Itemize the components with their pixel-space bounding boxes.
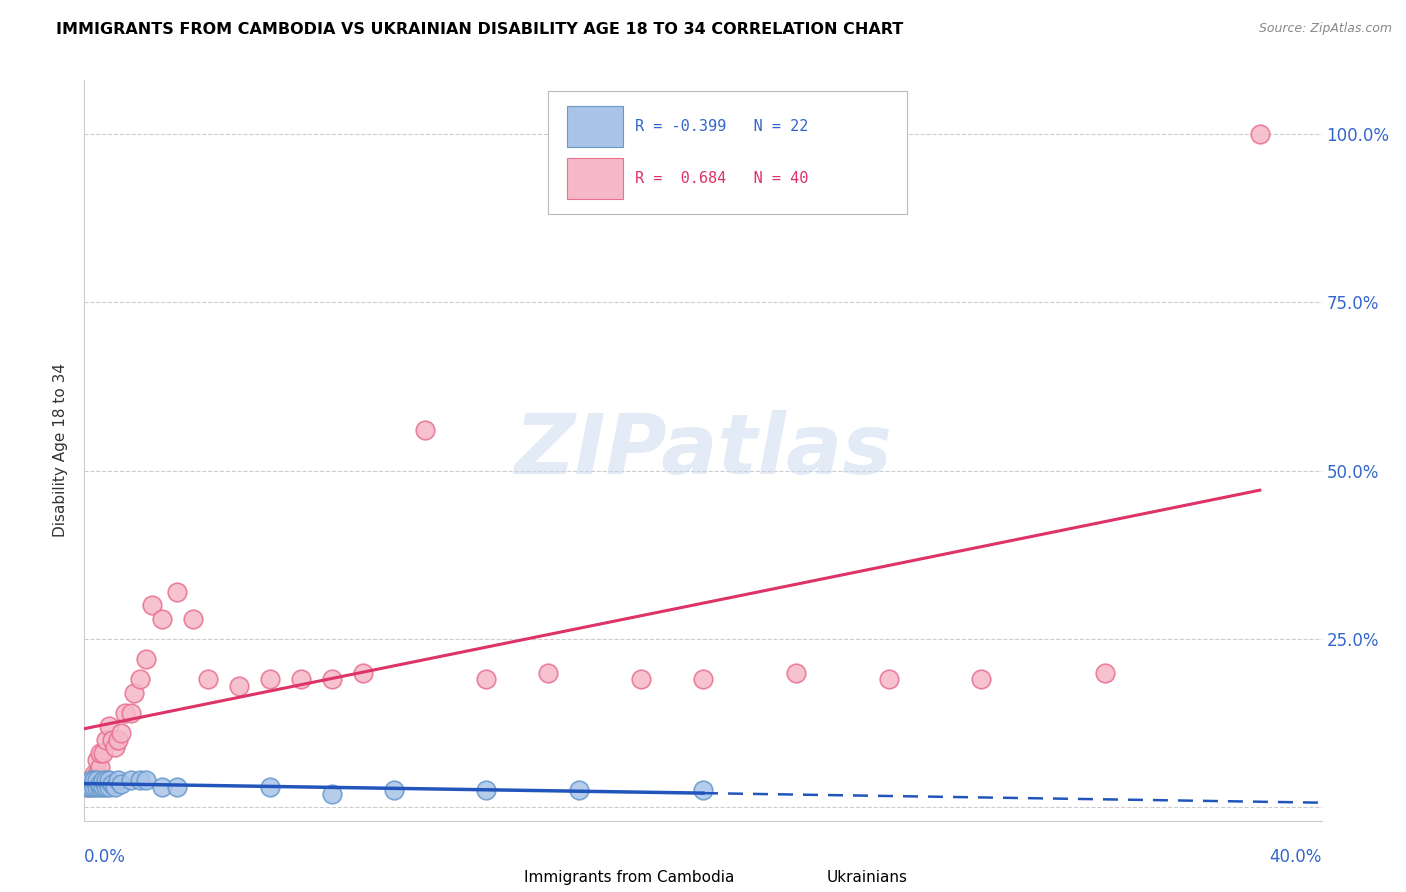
Point	[413, 423, 436, 437]
Point	[94, 780, 117, 794]
Point	[537, 665, 560, 680]
Point	[120, 706, 142, 720]
Text: R = -0.399   N = 22: R = -0.399 N = 22	[636, 119, 808, 134]
Text: 0.0%: 0.0%	[84, 847, 127, 865]
Point	[94, 732, 117, 747]
Point	[352, 665, 374, 680]
Point	[89, 780, 111, 794]
Y-axis label: Disability Age 18 to 34: Disability Age 18 to 34	[53, 363, 69, 538]
Point	[475, 783, 498, 797]
Point	[91, 780, 114, 794]
FancyBboxPatch shape	[780, 863, 818, 892]
Point	[321, 787, 343, 801]
Point	[110, 776, 132, 791]
Point	[101, 732, 124, 747]
Point	[321, 673, 343, 687]
Point	[122, 686, 145, 700]
Point	[89, 776, 111, 791]
Text: ZIPatlas: ZIPatlas	[515, 410, 891, 491]
Point	[1094, 665, 1116, 680]
Point	[970, 673, 993, 687]
Point	[101, 776, 124, 791]
Point	[692, 673, 714, 687]
Point	[98, 780, 121, 794]
Point	[877, 673, 900, 687]
Point	[110, 726, 132, 740]
Point	[382, 783, 405, 797]
Point	[107, 773, 129, 788]
Point	[785, 665, 807, 680]
Point	[259, 780, 281, 794]
Point	[150, 612, 173, 626]
Point	[86, 766, 108, 780]
Point	[89, 760, 111, 774]
Point	[83, 780, 105, 794]
Text: Immigrants from Cambodia: Immigrants from Cambodia	[523, 871, 734, 885]
Point	[98, 773, 121, 788]
Point	[692, 783, 714, 797]
Point	[135, 652, 157, 666]
Point	[197, 673, 219, 687]
Point	[104, 780, 127, 794]
Point	[86, 753, 108, 767]
Point	[141, 599, 163, 613]
Text: Source: ZipAtlas.com: Source: ZipAtlas.com	[1258, 22, 1392, 36]
Point	[104, 739, 127, 754]
Point	[79, 780, 101, 794]
Point	[107, 732, 129, 747]
Point	[79, 780, 101, 794]
Point	[166, 584, 188, 599]
Text: R =  0.684   N = 40: R = 0.684 N = 40	[636, 170, 808, 186]
Point	[135, 773, 157, 788]
Point	[259, 673, 281, 687]
Point	[91, 747, 114, 761]
Point	[98, 719, 121, 733]
Point	[83, 773, 105, 788]
Text: 40.0%: 40.0%	[1270, 847, 1322, 865]
FancyBboxPatch shape	[477, 863, 515, 892]
Point	[86, 780, 108, 794]
Text: Ukrainians: Ukrainians	[827, 871, 908, 885]
Text: IMMIGRANTS FROM CAMBODIA VS UKRAINIAN DISABILITY AGE 18 TO 34 CORRELATION CHART: IMMIGRANTS FROM CAMBODIA VS UKRAINIAN DI…	[56, 22, 904, 37]
Point	[568, 783, 591, 797]
Point	[89, 747, 111, 761]
Point	[166, 780, 188, 794]
Point	[86, 773, 108, 788]
Point	[129, 773, 152, 788]
Point	[150, 780, 173, 794]
Point	[290, 673, 312, 687]
FancyBboxPatch shape	[567, 158, 623, 199]
Point	[630, 673, 652, 687]
Point	[94, 773, 117, 788]
Point	[475, 673, 498, 687]
Point	[76, 780, 98, 794]
Point	[114, 706, 136, 720]
Point	[79, 773, 101, 788]
Point	[1249, 127, 1271, 141]
Point	[79, 773, 101, 788]
Point	[83, 766, 105, 780]
FancyBboxPatch shape	[567, 106, 623, 147]
Point	[181, 612, 204, 626]
Point	[129, 673, 152, 687]
Point	[76, 780, 98, 794]
Point	[228, 679, 250, 693]
FancyBboxPatch shape	[548, 91, 907, 213]
Point	[120, 773, 142, 788]
Point	[91, 773, 114, 788]
